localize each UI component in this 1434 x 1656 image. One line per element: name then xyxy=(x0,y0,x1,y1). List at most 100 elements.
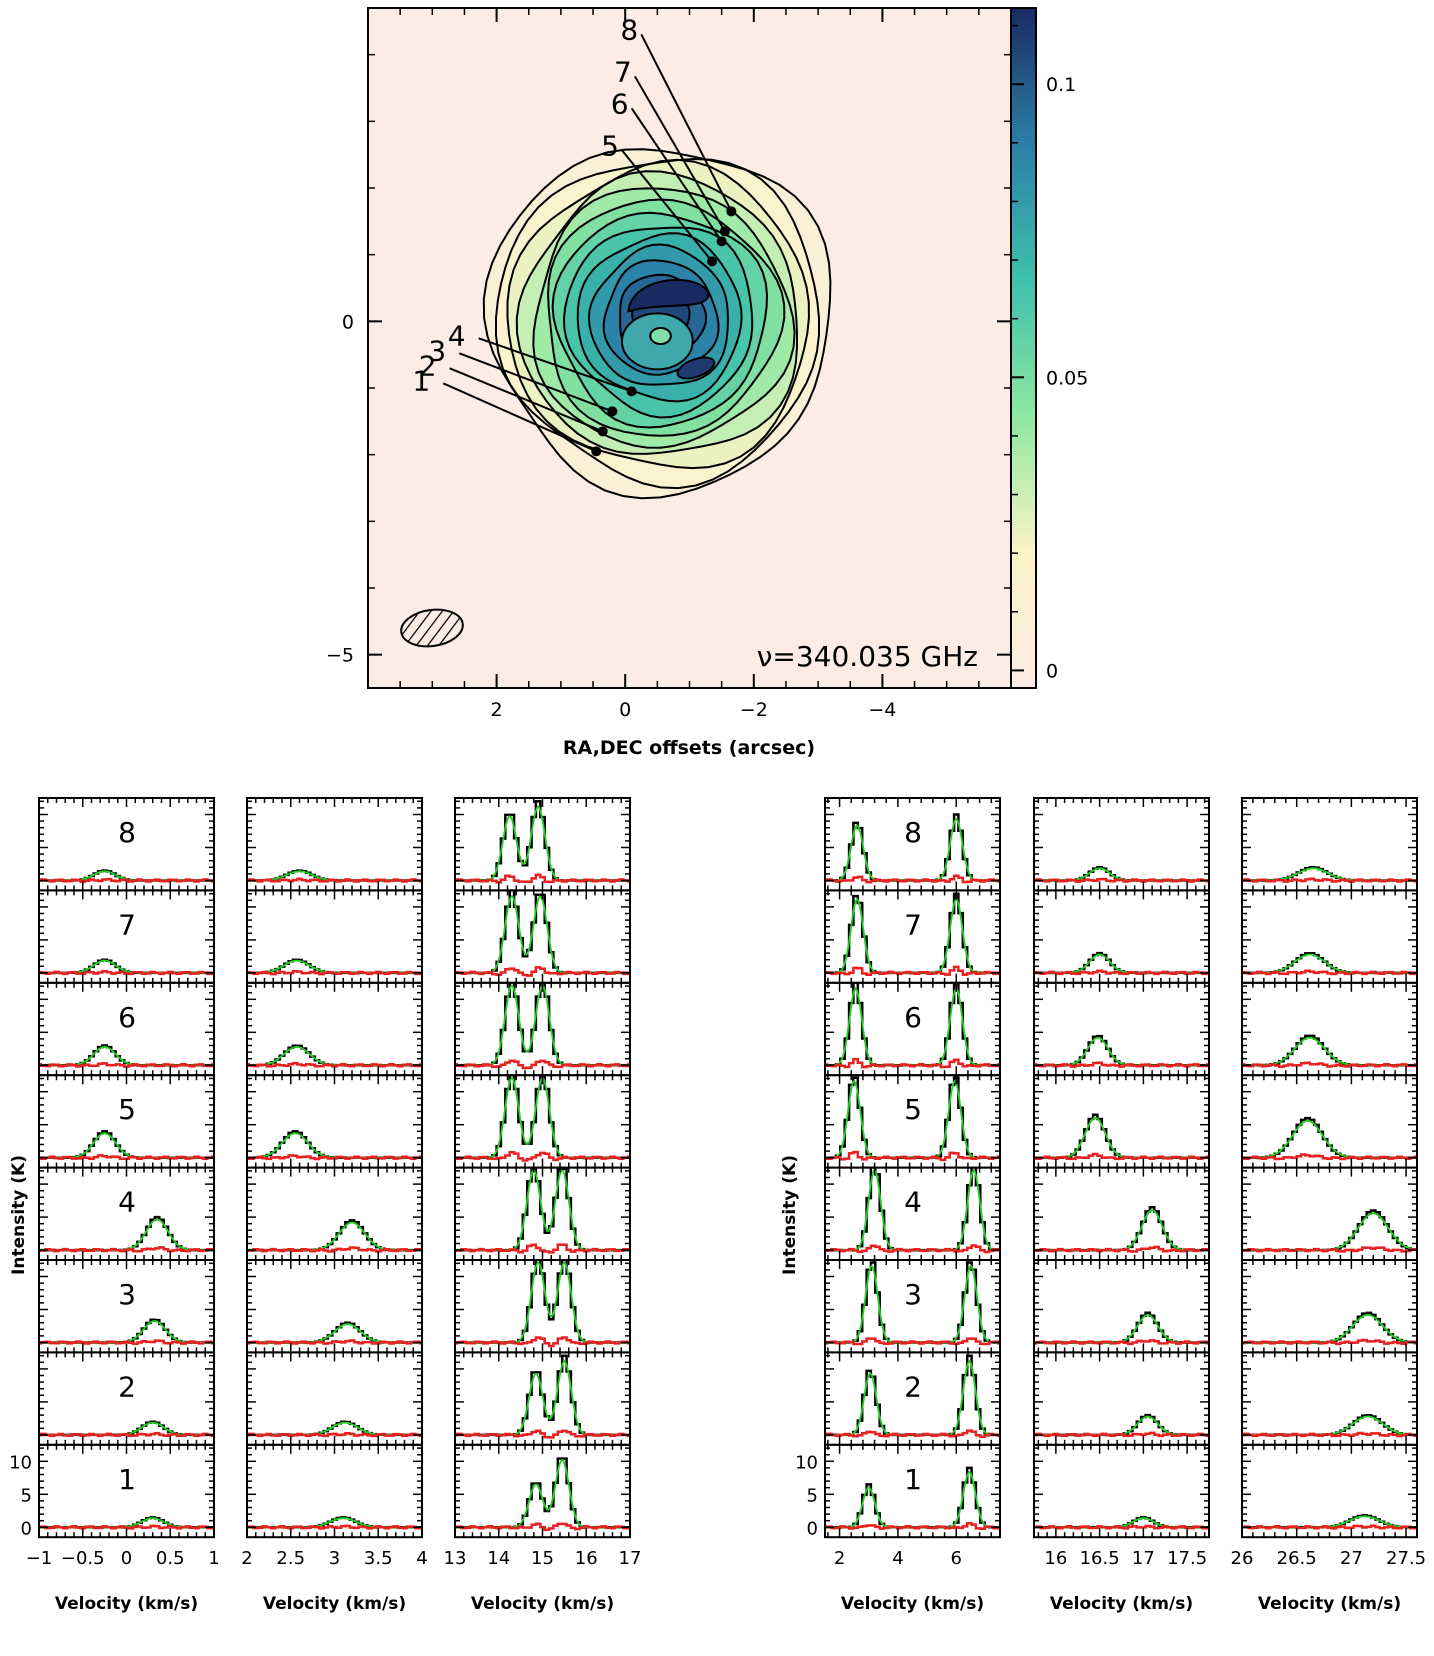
position-marker xyxy=(607,406,618,417)
contour-line xyxy=(602,259,720,376)
panel-frame xyxy=(1241,981,1418,1077)
spectrum-traces xyxy=(39,958,214,976)
position-label: 8 xyxy=(620,13,638,46)
spectrum-panel: 3 xyxy=(38,1259,215,1354)
residual-spectrum xyxy=(1034,1431,1209,1438)
x-tick-label: 2 xyxy=(834,1548,845,1569)
position-row-label: 3 xyxy=(904,1278,922,1311)
panel-frame xyxy=(246,1443,423,1539)
spectrum-panel: 7 xyxy=(38,889,215,984)
model-spectrum xyxy=(1034,953,1209,974)
spectrum-traces xyxy=(825,1466,1000,1531)
panel-frame xyxy=(824,1443,1001,1539)
x-tick-label: 13 xyxy=(444,1548,467,1569)
spectrum-traces xyxy=(825,892,1000,977)
residual-spectrum xyxy=(1034,969,1209,976)
spectrum-traces xyxy=(247,1044,422,1068)
position-row-label: 7 xyxy=(118,908,136,941)
spectrum-traces xyxy=(1242,1034,1417,1068)
spectrum-traces xyxy=(455,1260,630,1348)
beam-ellipse xyxy=(400,608,464,648)
position-row-label: 2 xyxy=(118,1370,136,1403)
spectrum-traces xyxy=(1034,1311,1209,1346)
spectrum-panel: 16 16.5 17 17.5 Velocity (km/s) xyxy=(1033,1443,1210,1614)
position-marker xyxy=(716,236,727,247)
residual-spectrum xyxy=(1034,1524,1209,1530)
spectrum-panel: 8 xyxy=(38,797,215,892)
residual-spectrum xyxy=(455,1429,630,1439)
position-row-label: 8 xyxy=(118,816,136,849)
panel-frame xyxy=(1241,889,1418,984)
position-row-label: 4 xyxy=(118,1186,136,1219)
residual-spectrum xyxy=(825,874,1000,884)
map-x-axis-label: RA,DEC offsets (arcsec) xyxy=(563,737,815,759)
central-dip-core xyxy=(649,327,672,345)
spectrum-panel xyxy=(1241,1166,1418,1261)
position-row-label: 4 xyxy=(904,1186,922,1219)
spectrum-panel: 2 xyxy=(824,1351,1001,1446)
model-spectrum xyxy=(1242,1036,1417,1067)
colorbar-axis: 0.1 0.05 0 xyxy=(1011,24,1088,682)
x-tick-label: 16 xyxy=(575,1548,598,1569)
map-axes: 2 0 −2 −4 0 −5 xyxy=(326,8,1011,721)
x-tick-label: 15 xyxy=(531,1548,554,1569)
spectrum-traces xyxy=(455,1457,630,1531)
spectrum-traces xyxy=(247,869,422,883)
spectrum-traces xyxy=(455,1167,630,1254)
spectra-y-axis-label-right: Intensity (K) xyxy=(780,1155,800,1275)
contour-line xyxy=(587,243,729,386)
spectrum-panel xyxy=(246,1351,423,1446)
residual-spectrum xyxy=(825,1337,1000,1346)
residual-spectrum xyxy=(1034,877,1209,883)
model-spectrum xyxy=(1034,1036,1209,1067)
x-tick-label: 2.5 xyxy=(276,1548,305,1569)
position-marker xyxy=(707,256,718,267)
secondary-peak xyxy=(676,356,716,380)
spectrum-panel: 1 10 5 0 −1 −0.5 0 0.5 1 Velocity (km/s) xyxy=(9,1443,220,1614)
spectrum-traces xyxy=(1242,952,1417,976)
x-tick-label: 17 xyxy=(619,1548,642,1569)
position-row-label: 5 xyxy=(904,1093,922,1126)
position-label: 6 xyxy=(611,87,629,120)
model-spectrum xyxy=(455,805,630,882)
residual-spectrum xyxy=(455,1151,630,1162)
y-tick-label: −5 xyxy=(326,645,354,667)
model-spectrum xyxy=(455,1359,630,1436)
model-spectrum xyxy=(455,1459,630,1529)
model-spectrum xyxy=(247,1045,422,1067)
spectrum-panel xyxy=(454,1351,631,1446)
panel-frame xyxy=(1241,1074,1418,1169)
residual-spectrum xyxy=(825,1429,1000,1439)
spectrum-panel: 7 xyxy=(824,889,1001,984)
position-label: 4 xyxy=(448,319,466,352)
x-tick-label: 17.5 xyxy=(1167,1548,1207,1569)
spectrum-traces xyxy=(1242,1413,1417,1438)
observed-spectrum xyxy=(455,1167,630,1252)
residual-spectrum xyxy=(455,873,630,884)
panel-frame xyxy=(1241,1166,1418,1261)
x-tick-label: 6 xyxy=(951,1548,962,1569)
residual-spectrum xyxy=(39,969,214,976)
position-leader-line xyxy=(458,352,613,413)
position-marker xyxy=(597,426,608,437)
model-spectrum xyxy=(39,1045,214,1067)
emission-peak xyxy=(627,278,710,313)
contour-line xyxy=(551,211,769,429)
x-tick-label: 14 xyxy=(487,1548,510,1569)
position-marker xyxy=(626,386,637,397)
position-row-label: 7 xyxy=(904,908,922,941)
spectrum-panel xyxy=(454,797,631,892)
panel-frame xyxy=(246,1166,423,1261)
residual-spectrum xyxy=(247,1339,422,1345)
spectrum-panel: 4 xyxy=(38,1166,215,1261)
residual-spectrum xyxy=(1242,1338,1417,1346)
spectrum-traces xyxy=(455,890,630,977)
residual-spectrum xyxy=(39,1524,214,1530)
residual-spectrum xyxy=(825,1150,1000,1162)
spectrum-panel: 26 26.5 27 27.5 Velocity (km/s) xyxy=(1231,1443,1426,1614)
x-tick-label: 26 xyxy=(1231,1548,1254,1569)
spectrum-traces xyxy=(247,958,422,976)
x-tick-label: 3 xyxy=(329,1548,340,1569)
spectrum-traces xyxy=(1034,1413,1209,1438)
residual-spectrum xyxy=(1242,1246,1417,1253)
